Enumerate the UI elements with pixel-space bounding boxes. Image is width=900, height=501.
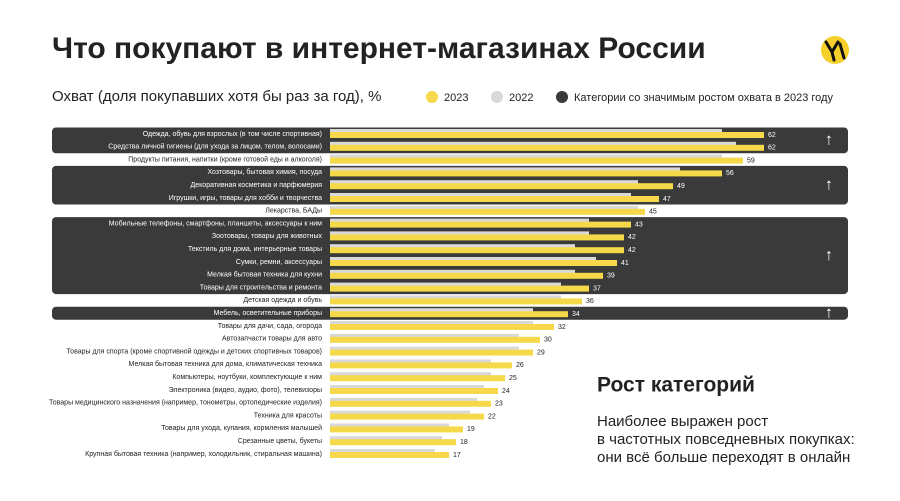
bar [330,388,498,394]
category-label: Автозапчасти товары для авто [222,336,322,343]
value-label: 30 [544,337,552,344]
bar [330,400,491,407]
value-label: 47 [663,196,671,203]
category-label: Мебель, осветительные приборы [214,309,322,317]
category-label: Средства личной гигиены (для ухода за ли… [108,143,322,151]
legend-label: 2022 [509,92,533,104]
bar [330,208,645,215]
bar [330,426,463,433]
bar [330,362,512,369]
bar [330,144,764,151]
bar [330,196,659,202]
value-label: 43 [635,221,643,228]
category-label: Игрушки, игры, товары для хобби и творче… [169,194,322,202]
value-label: 18 [460,439,468,446]
category-label: Зоотовары, товары для животных [212,233,323,240]
legend-swatch [426,91,438,103]
value-label: 22 [488,413,496,420]
value-label: 49 [677,183,685,190]
category-label: Техника для красоты [254,412,322,419]
category-label: Электроника (видео, аудио, фото), телеви… [169,387,322,394]
annotation-line: они всё больше переходят в онлайн [597,449,850,466]
category-label: Мелкая бытовая техника для кухни [207,271,322,279]
annotation-line: в частотных повседневных покупках: [597,431,855,448]
chart-title: Что покупают в интернет-магазинах России [52,32,706,65]
logo [821,36,849,64]
category-label: Товары медицинского назначения (например… [49,400,322,407]
value-label: 29 [537,349,545,356]
highlight-marker: ↑ [825,247,833,264]
bar [330,413,484,420]
value-label: 23 [495,401,503,408]
bar [330,324,554,330]
value-label: 19 [467,426,475,433]
category-label: Товары для дачи, сада, огорода [218,323,322,330]
category-label: Крупная бытовая техника (например, холод… [85,450,322,458]
category-label: Мелкая бытовая техника для дома, климати… [129,360,323,368]
bar [330,234,624,241]
category-label: Срезанные цветы, букеты [238,437,322,445]
category-label: Компьютеры, ноутбуки, комплектующие к ни… [172,373,322,381]
value-label: 24 [502,388,510,395]
legend-label: Категории со значимым ростом охвата в 20… [574,92,833,104]
value-label: 34 [572,311,580,318]
legend-swatch [491,91,503,103]
value-label: 37 [593,285,601,292]
value-label: 56 [726,170,734,177]
bar [330,336,540,343]
bar [330,452,449,458]
category-label: Товары для спорта (кроме спортивной одеж… [66,347,322,355]
bar [330,183,673,190]
bar [330,170,722,177]
value-label: 59 [747,157,755,164]
bar [330,311,568,318]
annotation-line: Наиболее выражен рост [597,413,768,430]
legend-swatch [556,91,568,103]
highlight-marker: ↑ [825,304,833,321]
value-label: 26 [516,362,524,369]
highlight-marker: ↑ [825,176,833,193]
category-label: Мобильные телефоны, смартфоны, планшеты,… [109,219,322,227]
bar [330,221,631,228]
category-label: Хозтовары, бытовая химия, посуда [207,168,322,176]
bar [330,349,533,356]
category-label: Текстиль для дома, интерьерные товары [188,246,322,253]
value-label: 17 [453,452,461,459]
category-label: Одежда, обувь для взрослых (в том числе … [143,130,322,138]
category-label: Декоративная косметика и парфюмерия [191,182,323,189]
bar [330,272,603,279]
value-label: 45 [649,209,657,216]
value-label: 62 [768,132,776,139]
bar [330,132,764,138]
legend-label: 2023 [444,92,468,104]
bar [330,247,624,254]
value-label: 32 [558,324,566,331]
bar [330,439,456,446]
bar [330,285,589,292]
value-label: 42 [628,234,636,241]
highlight-band [52,217,848,295]
bar [330,375,505,382]
value-label: 62 [768,145,776,152]
bar [330,260,617,266]
category-label: Лекарства, БАДы [265,208,322,215]
bar [330,157,743,164]
bar [330,298,582,305]
chart-subtitle: Охват (доля покупавших хотя бы раз за го… [52,88,381,105]
value-label: 36 [586,298,594,305]
value-label: 41 [621,260,629,267]
annotation-title: Рост категорий [597,374,755,397]
value-label: 25 [509,375,517,382]
category-label: Товары для строительства и ремонта [200,284,322,291]
highlight-marker: ↑ [825,132,833,149]
category-label: Детская одежда и обувь [243,296,322,304]
category-label: Товары для ухода, купания, кормления мал… [161,424,322,432]
value-label: 39 [607,273,615,280]
category-label: Продукты питания, напитки (кроме готовой… [128,155,322,163]
value-label: 42 [628,247,636,254]
category-label: Сумки, ремни, аксессуары [236,259,322,266]
